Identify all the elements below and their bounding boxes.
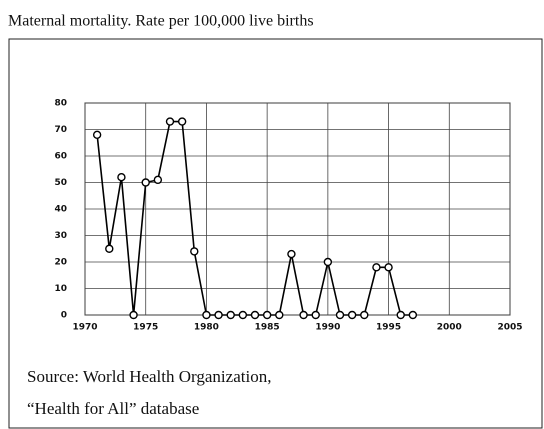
point: [105, 244, 114, 253]
point: [396, 310, 405, 320]
source: Source: World Health Organization,: [27, 367, 271, 386]
point: [238, 310, 248, 320]
x-tick-label: 1970: [72, 323, 97, 333]
point: [323, 257, 333, 267]
point: [129, 310, 138, 320]
point: [202, 310, 211, 320]
point: [384, 263, 393, 272]
point: [165, 117, 175, 126]
x-tick-label: 1990: [315, 323, 340, 333]
point: [275, 310, 284, 320]
y-tick-label: 60: [54, 152, 67, 162]
x-tick-label: 2000: [437, 323, 462, 333]
point: [311, 310, 320, 320]
point: [190, 247, 199, 256]
point: [177, 117, 187, 126]
point: [360, 310, 369, 320]
point: [335, 310, 345, 320]
source: “Health for All” database: [27, 399, 199, 418]
point: [262, 310, 272, 320]
y-tick-label: 80: [54, 99, 67, 109]
point: [153, 175, 163, 185]
x-tick-label: 2005: [497, 323, 522, 333]
y-tick-label: 50: [54, 178, 67, 188]
point: [92, 130, 102, 140]
x-tick-label: 1975: [133, 323, 158, 333]
y-tick-label: 20: [54, 258, 67, 268]
point: [372, 263, 381, 272]
frame: [8, 38, 543, 429]
x-tick-label: 1995: [376, 323, 401, 333]
y-tick-label: 30: [54, 231, 67, 241]
point: [347, 310, 357, 320]
y-tick-label: 70: [54, 125, 67, 135]
y-tick-label: 40: [54, 205, 67, 215]
point: [250, 310, 260, 320]
point: [214, 310, 223, 320]
chart-title: Maternal mortality. Rate per 100,000 liv…: [8, 13, 314, 30]
y-tick-label: 10: [54, 284, 67, 294]
x-tick-label: 1980: [194, 323, 219, 333]
line: [96, 120, 413, 316]
y-tick-label: 0: [61, 311, 67, 321]
point: [141, 178, 150, 187]
x-tick-label: 1985: [255, 323, 280, 333]
point: [117, 172, 126, 182]
point: [299, 310, 308, 320]
point: [287, 249, 296, 259]
point: [408, 310, 418, 320]
point: [226, 310, 235, 320]
